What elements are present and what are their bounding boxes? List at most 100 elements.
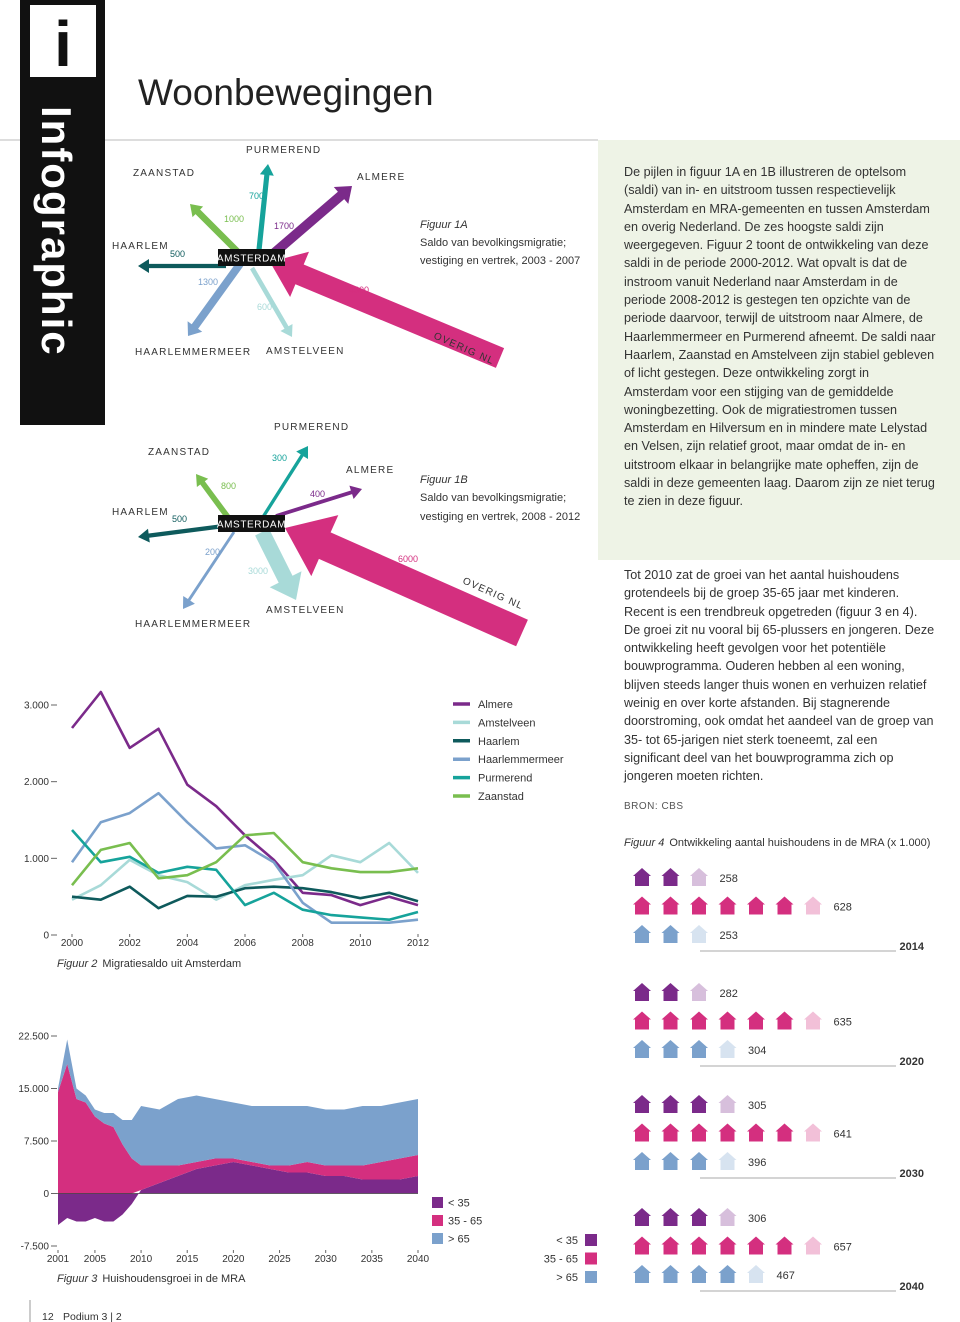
value-label: 628 xyxy=(834,902,852,914)
house xyxy=(718,1040,737,1058)
house xyxy=(633,1040,651,1058)
series-line xyxy=(71,885,419,910)
figure-caption: Figuur 2 Migratiesaldo uit Amsterdam xyxy=(57,958,241,970)
house xyxy=(775,1123,794,1142)
year-label: 2020 xyxy=(900,1056,924,1068)
y-tick-label: 15.000 xyxy=(18,1084,49,1095)
place-label: ZAANSTAD xyxy=(148,447,210,458)
value-label: 467 xyxy=(777,1270,795,1282)
x-tick-label: 2030 xyxy=(315,1254,338,1265)
y-tick-label: 3.000 xyxy=(24,701,49,712)
house xyxy=(690,1123,708,1142)
figure-label: Figuur 2 xyxy=(57,958,97,970)
house xyxy=(690,1040,708,1058)
figure-caption: Saldo van bevolkingsmigratie; xyxy=(420,237,566,249)
x-tick-label: 2000 xyxy=(61,938,84,949)
legend-label: 35 - 65 xyxy=(448,1216,482,1228)
legend-label: Amstelveen xyxy=(478,717,535,729)
value-label: 306 xyxy=(748,1213,766,1225)
flow-arrow xyxy=(255,528,302,600)
place-label: AMSTELVEEN xyxy=(266,346,345,357)
house xyxy=(775,1011,794,1030)
x-tick-label: 2015 xyxy=(176,1254,199,1265)
house xyxy=(633,925,651,943)
source: BRON: CBS xyxy=(624,801,684,812)
value-label: 657 xyxy=(834,1242,852,1254)
flow-value: 300 xyxy=(272,453,287,463)
publication: Podium 3 | 2 xyxy=(63,1311,122,1322)
value-label: 396 xyxy=(748,1157,766,1169)
flow-value: 600 xyxy=(257,302,272,312)
house xyxy=(747,1123,765,1142)
value-label: 305 xyxy=(748,1100,766,1112)
house xyxy=(661,1095,680,1113)
house xyxy=(747,1265,765,1283)
x-tick-label: 2040 xyxy=(407,1254,430,1265)
house xyxy=(747,896,765,915)
y-tick-label: 0 xyxy=(43,931,49,942)
place-label: HAARLEMMERMEER xyxy=(135,347,251,358)
figure-title: Migratiesaldo uit Amsterdam xyxy=(102,958,241,970)
value-label: 304 xyxy=(748,1045,766,1057)
figure-caption: vestiging en vertrek, 2003 - 2007 xyxy=(420,255,580,267)
page-title: Woonbewegingen xyxy=(138,72,434,113)
house xyxy=(633,1123,651,1142)
x-tick-label: 2035 xyxy=(361,1254,384,1265)
house xyxy=(690,1011,708,1030)
place-label: PURMEREND xyxy=(274,422,349,433)
figure-caption: Figuur 3 Huishoudensgroei in de MRA xyxy=(57,1273,246,1285)
house xyxy=(661,896,680,915)
house xyxy=(804,1123,822,1142)
icon-box xyxy=(30,5,96,77)
paragraph: Tot 2010 zat de groei van het aantal hui… xyxy=(624,568,935,784)
legend-label: Haarlem xyxy=(478,736,520,748)
flow-value: 200 xyxy=(205,547,220,557)
flow-arrow xyxy=(256,164,274,251)
flow-arrow xyxy=(196,474,233,522)
center-box xyxy=(218,249,285,266)
flow-arrow xyxy=(262,186,352,264)
legend-swatch xyxy=(432,1197,443,1208)
flow-arrow xyxy=(187,261,244,336)
figure-caption: Figuur 4 Ontwikkeling aantal huishoudens … xyxy=(624,837,930,849)
legend-swatch xyxy=(432,1215,443,1226)
house xyxy=(690,925,708,943)
figure-label: Figuur 4 xyxy=(624,837,664,849)
house xyxy=(804,1236,822,1255)
house xyxy=(661,1040,680,1058)
flow-value: 1000 xyxy=(224,214,244,224)
figure-caption: vestiging en vertrek, 2008 - 2012 xyxy=(420,511,580,523)
flow-value: 6000 xyxy=(398,554,418,564)
place-label: ALMERE xyxy=(346,465,394,476)
x-tick-label: 2008 xyxy=(292,938,315,949)
value-label: 258 xyxy=(720,873,738,885)
flow-arrow xyxy=(261,446,308,518)
flow-value: 800 xyxy=(221,481,236,491)
house xyxy=(661,868,680,886)
flow-arrow xyxy=(285,515,528,647)
house xyxy=(633,1152,651,1170)
house xyxy=(690,896,708,915)
house xyxy=(718,1123,737,1142)
legend-swatch xyxy=(585,1252,597,1265)
legend-label: < 35 xyxy=(448,1198,470,1210)
x-tick-label: 2010 xyxy=(349,938,372,949)
legend-swatch xyxy=(585,1234,597,1246)
x-tick-label: 2004 xyxy=(176,938,199,949)
flow-value: 700 xyxy=(249,191,264,201)
figure-label: Figuur 3 xyxy=(57,1273,98,1285)
value-label: 635 xyxy=(834,1017,852,1029)
series-line xyxy=(70,791,419,924)
legend-label: 35 - 65 xyxy=(544,1254,578,1266)
y-tick-label: 0 xyxy=(43,1189,49,1200)
x-tick-label: 2005 xyxy=(84,1254,107,1265)
house xyxy=(661,1208,680,1226)
flow-arrow xyxy=(183,531,236,609)
place-label: HAARLEMMERMEER xyxy=(135,619,251,630)
legend-label: > 65 xyxy=(448,1234,470,1246)
figure-label: Figuur 1B xyxy=(420,474,468,486)
y-tick-label: 1.000 xyxy=(24,854,49,865)
x-tick-label: 2020 xyxy=(222,1254,245,1265)
house xyxy=(690,1208,708,1226)
